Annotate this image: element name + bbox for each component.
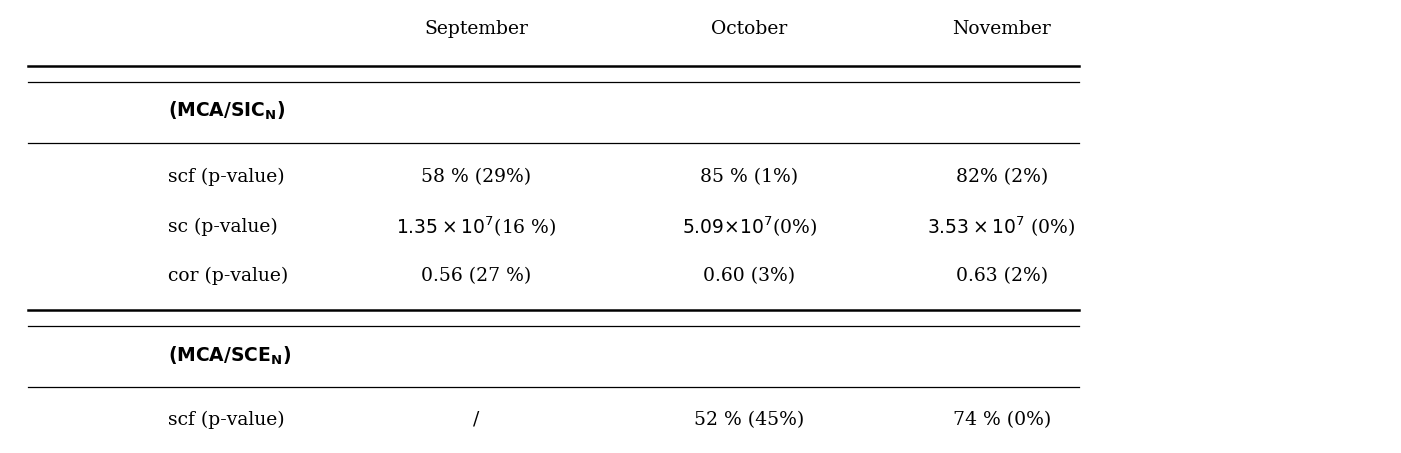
Text: scf (p-value): scf (p-value) xyxy=(168,411,284,429)
Text: 58 % (29%): 58 % (29%) xyxy=(422,168,531,186)
Text: cor (p-value): cor (p-value) xyxy=(168,267,289,285)
Text: October: October xyxy=(712,20,787,39)
Text: sc (p-value): sc (p-value) xyxy=(168,217,277,236)
Text: $\mathbf{(MCA/SIC_N)}$: $\mathbf{(MCA/SIC_N)}$ xyxy=(168,100,286,122)
Text: September: September xyxy=(425,20,528,39)
Text: 0.60 (3%): 0.60 (3%) xyxy=(703,267,796,285)
Text: $\mathbf{(MCA/SCE_N)}$: $\mathbf{(MCA/SCE_N)}$ xyxy=(168,344,291,367)
Text: $5.09{\times}10^7$(0%): $5.09{\times}10^7$(0%) xyxy=(682,214,817,239)
Text: 0.56 (27 %): 0.56 (27 %) xyxy=(422,267,531,285)
Text: 0.63 (2%): 0.63 (2%) xyxy=(955,267,1048,285)
Text: /: / xyxy=(474,411,479,429)
Text: scf (p-value): scf (p-value) xyxy=(168,168,284,186)
Text: 82% (2%): 82% (2%) xyxy=(955,168,1048,186)
Text: 74 % (0%): 74 % (0%) xyxy=(953,411,1051,429)
Text: 52 % (45%): 52 % (45%) xyxy=(695,411,804,429)
Text: November: November xyxy=(953,20,1051,39)
Text: $1.35 \times 10^7$(16 %): $1.35 \times 10^7$(16 %) xyxy=(396,214,556,239)
Text: 85 % (1%): 85 % (1%) xyxy=(700,168,799,186)
Text: $3.53 \times 10^7$ (0%): $3.53 \times 10^7$ (0%) xyxy=(927,214,1076,239)
